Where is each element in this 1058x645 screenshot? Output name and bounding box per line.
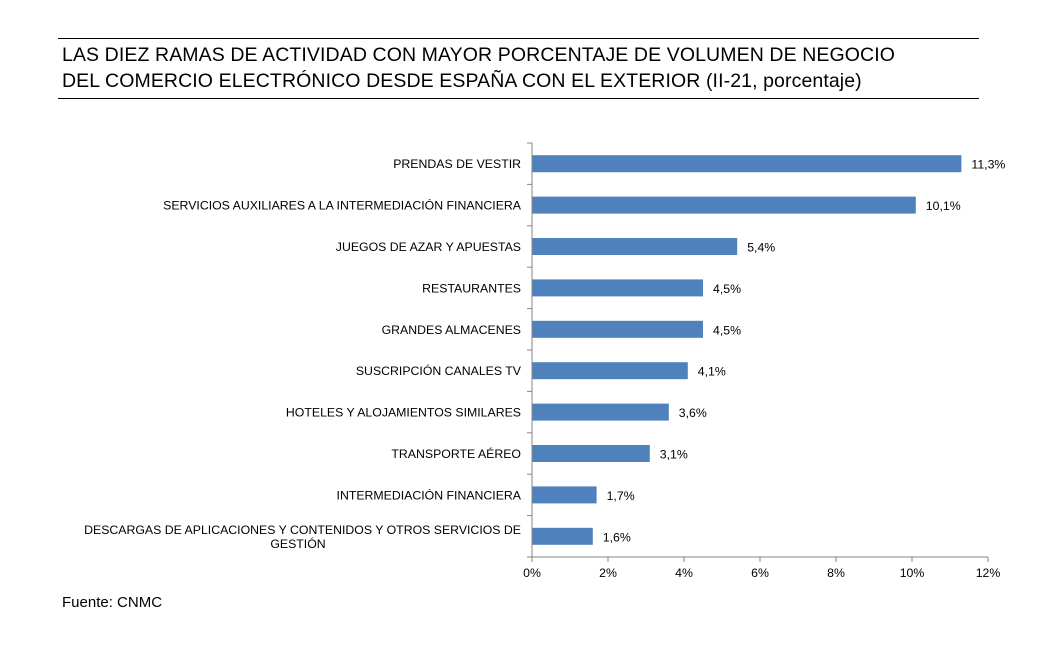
bar-8 (532, 445, 650, 462)
bar-2 (532, 196, 916, 214)
data-label-8: 3,1% (660, 448, 688, 462)
bar-5 (532, 320, 703, 338)
x-tick-label-5: 10% (900, 566, 925, 580)
chart-title: LAS DIEZ RAMAS DE ACTIVIDAD CON MAYOR PO… (58, 38, 979, 99)
category-label-9: INTERMEDIACIÓN FINANCIERA (337, 487, 522, 502)
chart-title-line-2: DEL COMERCIO ELECTRÓNICO DESDE ESPAÑA CO… (62, 70, 862, 92)
category-label-3: JUEGOS DE AZAR Y APUESTAS (336, 240, 521, 254)
x-tick-label-4: 8% (827, 566, 845, 580)
category-label-8: TRANSPORTE AÉREO (391, 446, 521, 461)
category-label-6: SUSCRIPCIÓN CANALES TV (356, 363, 522, 378)
category-label-4: RESTAURANTES (422, 281, 521, 295)
data-label-2: 10,1% (926, 199, 961, 213)
bar-9 (532, 486, 597, 504)
data-label-7: 3,6% (679, 406, 707, 420)
bar-3 (532, 238, 738, 255)
data-label-6: 4,1% (698, 365, 726, 379)
bar-1 (532, 155, 962, 173)
data-label-1: 11,3% (971, 158, 1005, 172)
data-label-5: 4,5% (713, 323, 741, 337)
bar-10 (532, 527, 593, 545)
data-label-10: 1,6% (603, 530, 631, 544)
bar-7 (532, 403, 669, 421)
x-tick-label-0: 0% (523, 566, 541, 580)
data-label-4: 4,5% (713, 282, 741, 296)
data-label-9: 1,7% (607, 489, 635, 503)
bar-6 (532, 362, 688, 380)
x-tick-label-2: 4% (675, 566, 693, 580)
x-tick-label-1: 2% (599, 566, 617, 580)
category-label-1: PRENDAS DE VESTIR (393, 157, 521, 171)
chart-title-line-1: LAS DIEZ RAMAS DE ACTIVIDAD CON MAYOR PO… (62, 44, 895, 66)
data-label-3: 5,4% (747, 241, 775, 255)
x-tick-label-6: 12% (976, 566, 1001, 580)
bar-4 (532, 279, 703, 297)
category-label-7: HOTELES Y ALOJAMIENTOS SIMILARES (286, 406, 521, 420)
category-label-5: GRANDES ALMACENES (382, 323, 521, 337)
category-label-10: DESCARGAS DE APLICACIONES Y CONTENIDOS Y… (84, 523, 521, 551)
category-label-2: SERVICIOS AUXILIARES A LA INTERMEDIACIÓN… (163, 198, 522, 213)
x-tick-label-3: 6% (751, 566, 769, 580)
source-note: Fuente: CNMC (62, 594, 163, 611)
